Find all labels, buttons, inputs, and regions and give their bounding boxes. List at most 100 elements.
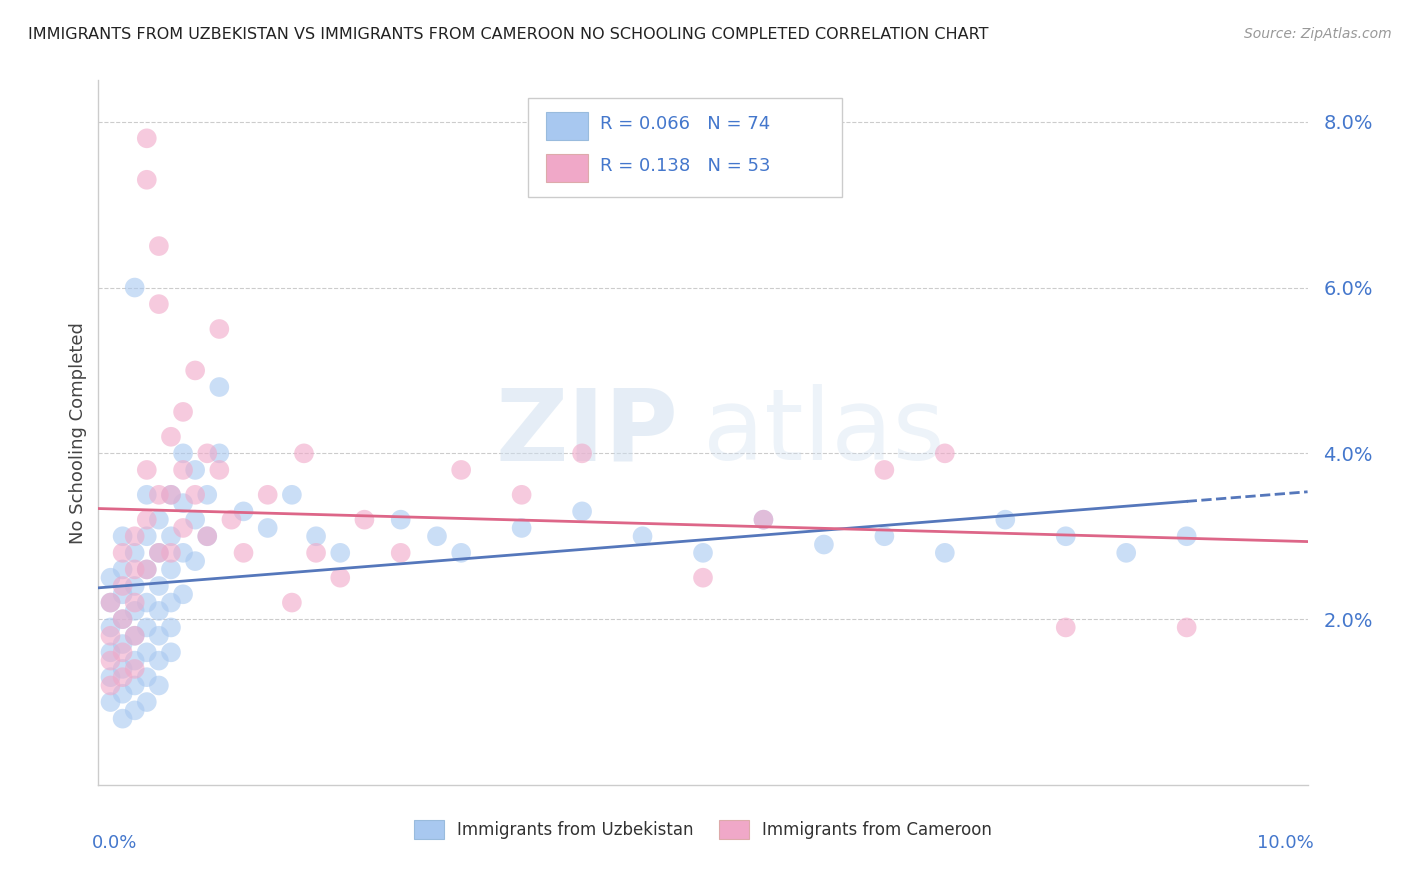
Point [100, 620, 122, 634]
Point [135, 645, 157, 659]
Point [510, 488, 533, 502]
Point [221, 513, 243, 527]
FancyBboxPatch shape [546, 154, 588, 183]
Point [172, 446, 194, 460]
Text: atlas: atlas [703, 384, 945, 481]
Point [873, 463, 896, 477]
Point [172, 546, 194, 560]
Point [148, 678, 170, 692]
Point [172, 496, 194, 510]
Point [148, 239, 170, 253]
Point [135, 173, 157, 187]
Point [111, 546, 134, 560]
Point [124, 596, 146, 610]
Point [124, 529, 146, 543]
Point [232, 504, 254, 518]
Point [571, 504, 593, 518]
Point [208, 446, 231, 460]
Text: 10.0%: 10.0% [1257, 834, 1313, 852]
Point [100, 654, 122, 668]
Point [329, 571, 352, 585]
Point [195, 529, 218, 543]
Point [148, 546, 170, 560]
Point [100, 678, 122, 692]
Point [124, 579, 146, 593]
Point [148, 546, 170, 560]
Point [172, 521, 194, 535]
Point [256, 521, 278, 535]
Point [111, 662, 134, 676]
Point [148, 488, 170, 502]
Point [124, 562, 146, 576]
Point [160, 546, 183, 560]
Text: ZIP: ZIP [496, 384, 679, 481]
Point [195, 529, 218, 543]
Point [124, 662, 146, 676]
Point [100, 695, 122, 709]
Point [135, 529, 157, 543]
Point [172, 405, 194, 419]
Point [172, 463, 194, 477]
Point [1115, 546, 1137, 560]
Point [111, 579, 134, 593]
Point [281, 596, 304, 610]
Text: R = 0.066   N = 74: R = 0.066 N = 74 [600, 115, 770, 133]
Point [426, 529, 449, 543]
Point [124, 546, 146, 560]
Point [934, 546, 956, 560]
Point [135, 596, 157, 610]
Text: 0.0%: 0.0% [93, 834, 138, 852]
Point [100, 596, 122, 610]
Point [752, 513, 775, 527]
Point [184, 513, 207, 527]
Point [160, 430, 183, 444]
Point [184, 554, 207, 568]
Point [160, 488, 183, 502]
Point [111, 670, 134, 684]
Point [450, 546, 472, 560]
Point [353, 513, 375, 527]
Y-axis label: No Schooling Completed: No Schooling Completed [69, 322, 87, 543]
Point [292, 446, 315, 460]
Point [389, 513, 412, 527]
FancyBboxPatch shape [546, 112, 588, 140]
Point [124, 678, 146, 692]
Point [305, 529, 328, 543]
Point [184, 363, 207, 377]
Point [148, 629, 170, 643]
Point [389, 546, 412, 560]
Point [160, 488, 183, 502]
Point [124, 703, 146, 717]
Point [208, 463, 231, 477]
Point [148, 297, 170, 311]
Point [232, 546, 254, 560]
Point [135, 670, 157, 684]
Point [100, 596, 122, 610]
Point [111, 687, 134, 701]
Text: R = 0.138   N = 53: R = 0.138 N = 53 [600, 157, 770, 175]
Point [160, 529, 183, 543]
Point [135, 463, 157, 477]
Point [135, 562, 157, 576]
Point [135, 562, 157, 576]
Point [111, 645, 134, 659]
Point [1175, 620, 1198, 634]
Point [450, 463, 472, 477]
Point [124, 604, 146, 618]
Legend: Immigrants from Uzbekistan, Immigrants from Cameroon: Immigrants from Uzbekistan, Immigrants f… [406, 811, 1000, 847]
Point [135, 513, 157, 527]
Point [208, 380, 231, 394]
Point [329, 546, 352, 560]
Point [1054, 529, 1077, 543]
Point [752, 513, 775, 527]
Point [184, 488, 207, 502]
Point [692, 546, 714, 560]
Point [111, 612, 134, 626]
Point [148, 513, 170, 527]
Point [160, 645, 183, 659]
Point [160, 596, 183, 610]
Point [111, 612, 134, 626]
Point [195, 446, 218, 460]
Point [160, 562, 183, 576]
Point [100, 629, 122, 643]
